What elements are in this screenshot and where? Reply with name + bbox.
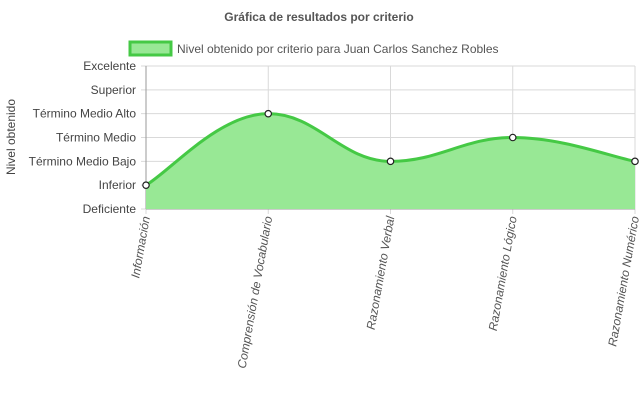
data-point[interactable]	[631, 157, 639, 166]
x-tick-label: Razonamiento Lógico	[486, 215, 520, 332]
y-tick-label: Deficiente	[83, 202, 137, 216]
x-tick-label: Comprensión de Vocabulario	[235, 215, 276, 370]
y-tick-label: Excelente	[83, 59, 136, 73]
y-tick-label: Término Medio Bajo	[29, 154, 137, 168]
y-tick-label: Término Medio Alto	[33, 107, 137, 121]
y-axis-ticks: Deficiente Inferior Término Medio Bajo Térm…	[29, 59, 137, 216]
data-point[interactable]	[264, 109, 273, 118]
y-tick-label: Superior	[91, 83, 136, 97]
x-tick-label: Razonamiento Verbal	[364, 215, 398, 331]
data-point[interactable]	[142, 181, 150, 189]
x-tick-label: Información	[128, 215, 153, 279]
y-tick-label: Inferior	[99, 178, 136, 192]
data-point[interactable]	[386, 157, 395, 166]
legend-swatch	[128, 40, 173, 57]
x-axis-ticks: Información Comprensión de Vocabulario Raz…	[128, 215, 639, 370]
legend[interactable]: Nivel obtenido por criterio para Juan Ca…	[128, 40, 499, 57]
x-tick-label: Razonamiento Numérico	[605, 215, 639, 348]
legend-label: Nivel obtenido por criterio para Juan Ca…	[177, 42, 499, 56]
data-point[interactable]	[508, 133, 517, 142]
y-tick-label: Término Medio	[56, 131, 136, 145]
chart-title: Gráfica de resultados por criterio	[224, 10, 413, 24]
data-points	[142, 109, 639, 189]
y-axis-title: Nivel obtenido	[4, 99, 18, 175]
